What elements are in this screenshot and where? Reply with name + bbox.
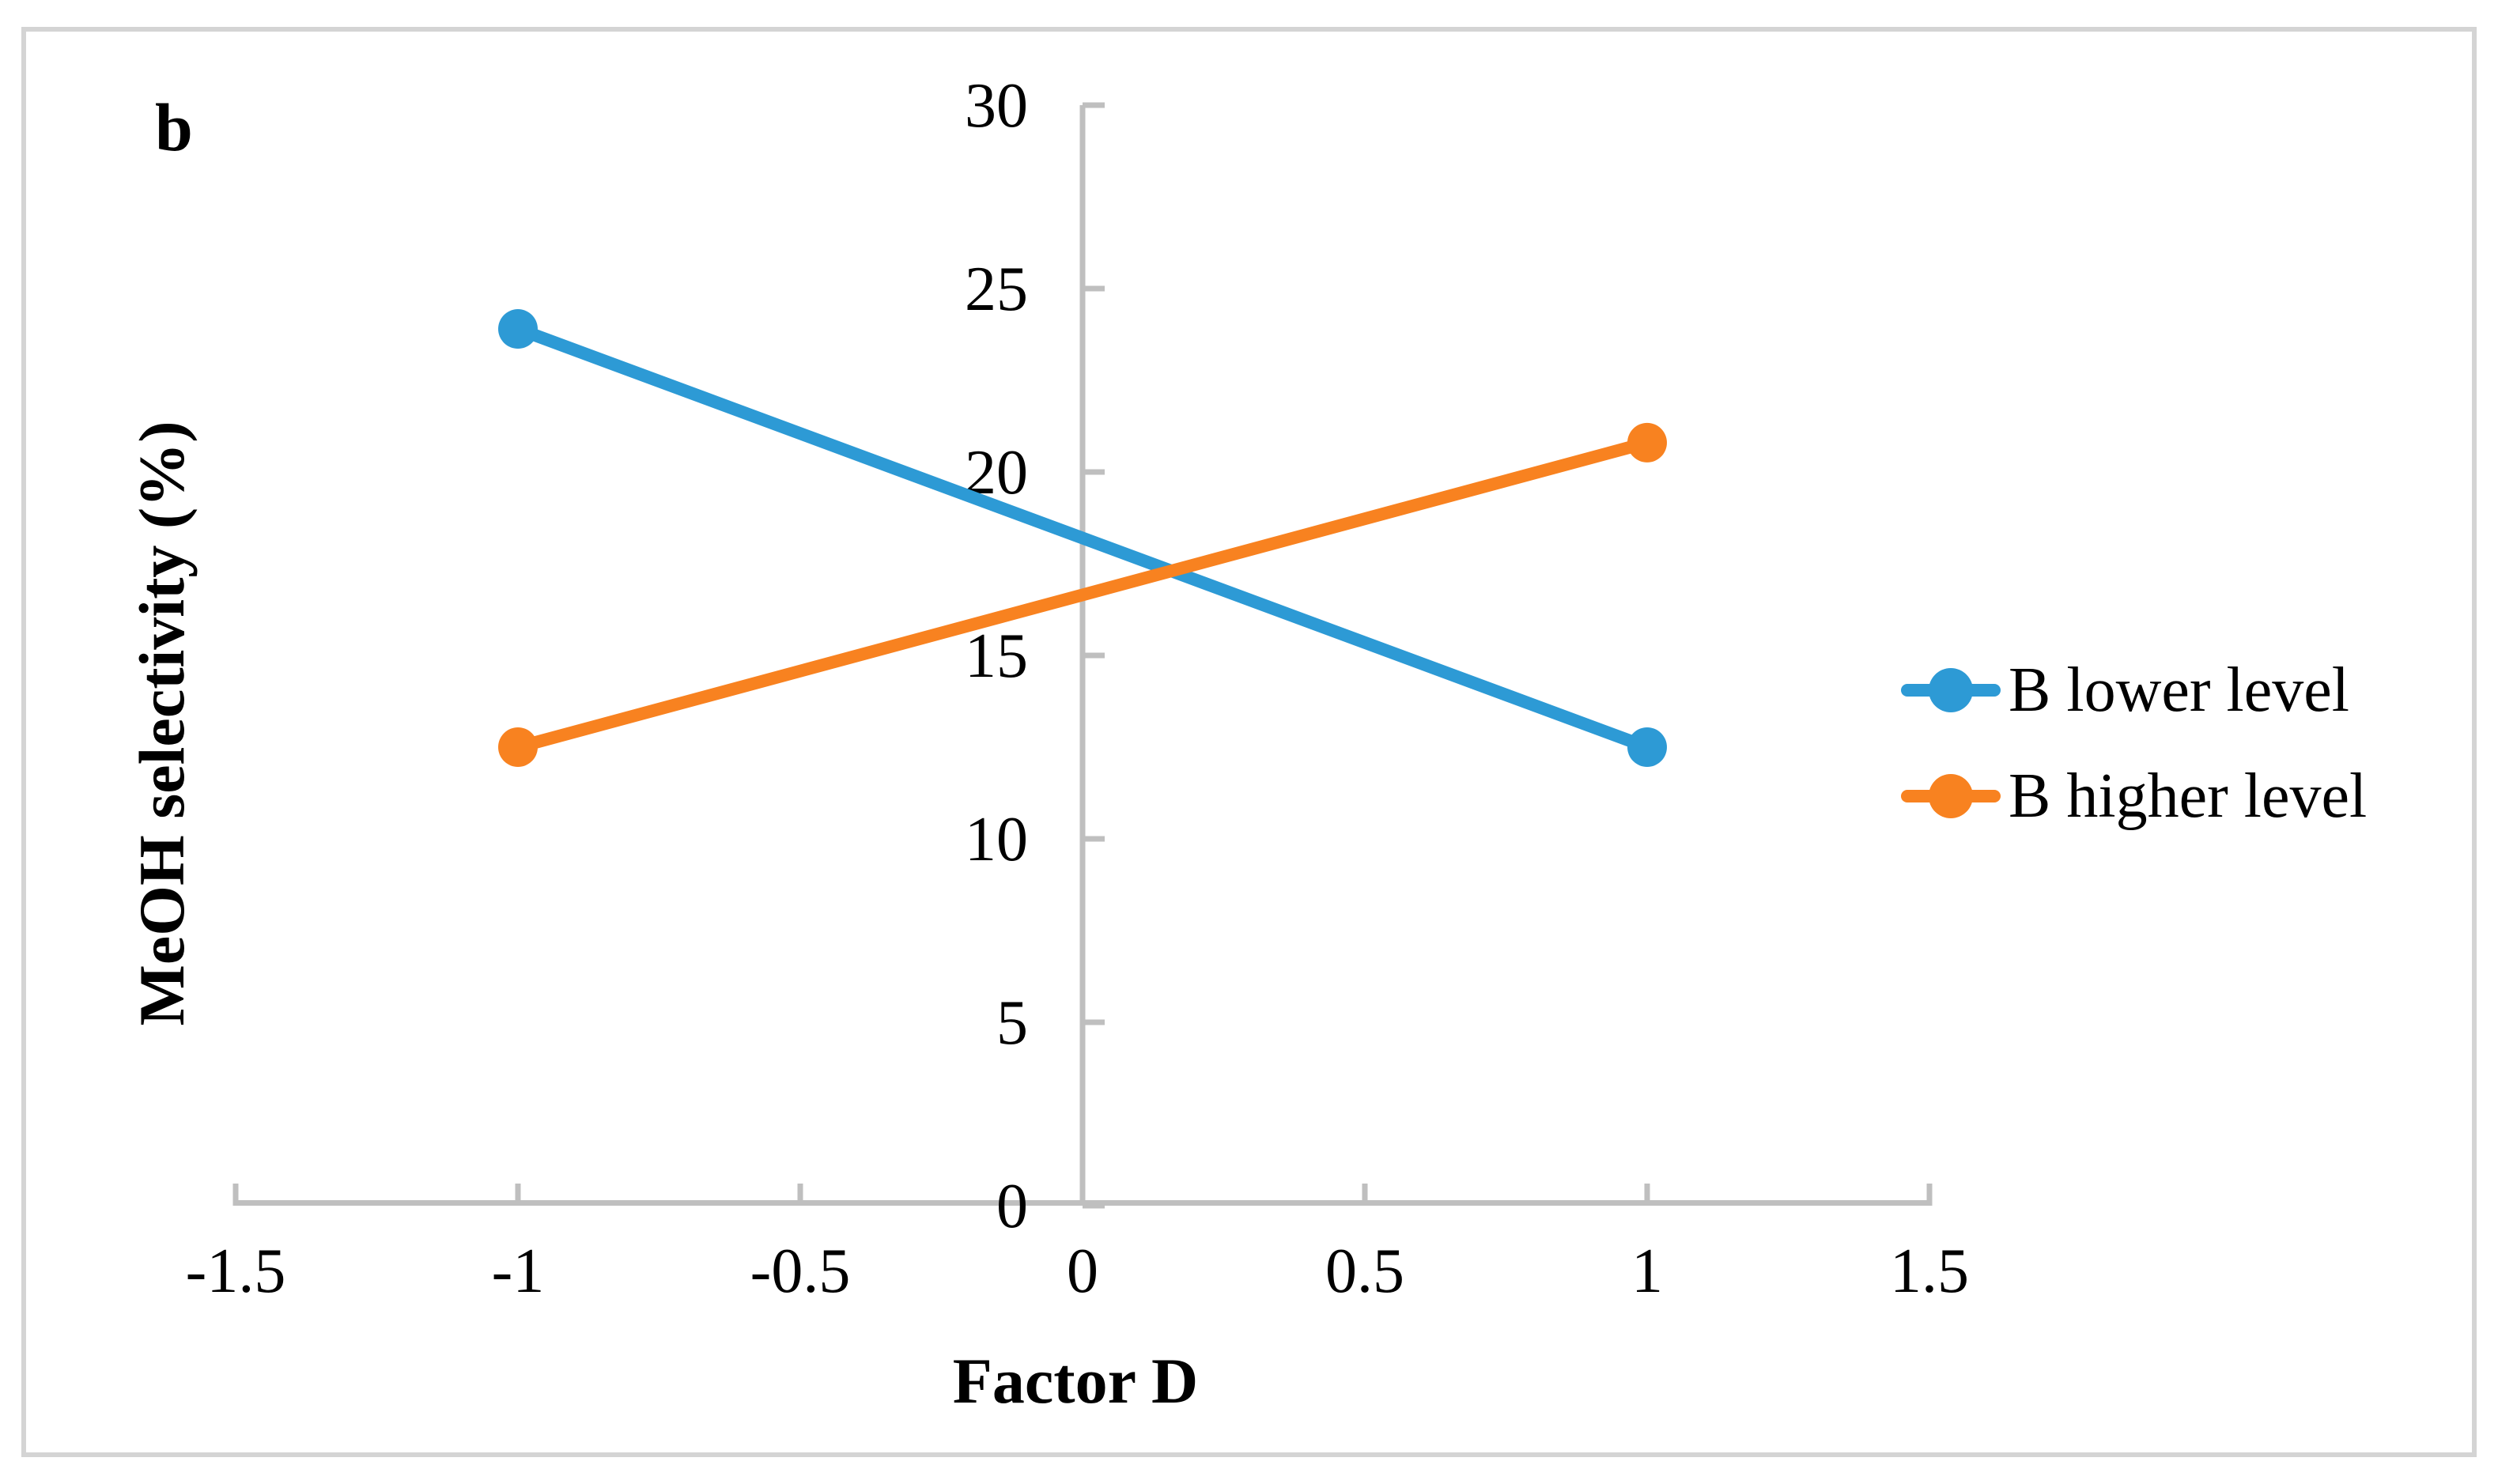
legend-swatch-orange xyxy=(1901,774,2001,818)
x-tick-label: -1.5 xyxy=(186,1237,286,1306)
x-tick-label: -1 xyxy=(492,1237,545,1306)
legend-marker-icon xyxy=(1929,668,1973,712)
y-tick-label: 15 xyxy=(965,621,1028,691)
legend-item-b-lower-level: B lower level xyxy=(1901,637,2367,743)
legend-item-b-higher-level: B higher level xyxy=(1901,743,2367,849)
panel-label: b xyxy=(155,89,193,165)
legend-marker-icon xyxy=(1929,774,1973,818)
legend-swatch-blue xyxy=(1901,668,2001,712)
x-tick-label: 0 xyxy=(1067,1237,1098,1306)
legend-label: B higher level xyxy=(2009,761,2368,831)
y-tick-label: 10 xyxy=(965,805,1028,874)
x-tick-label: 1.5 xyxy=(1890,1237,1969,1306)
y-tick-label: 30 xyxy=(965,71,1028,141)
y-tick-label: 25 xyxy=(965,255,1028,324)
x-tick-label: -0.5 xyxy=(750,1237,851,1306)
y-tick-label: 5 xyxy=(996,988,1028,1058)
data-point-marker xyxy=(1627,727,1667,767)
figure-border xyxy=(21,27,2477,1457)
data-point-marker xyxy=(1627,422,1667,463)
x-axis-title: Factor D xyxy=(952,1345,1199,1417)
x-tick-label: 0.5 xyxy=(1325,1237,1404,1306)
data-point-marker xyxy=(498,727,538,767)
legend: B lower level B higher level xyxy=(1901,637,2367,849)
x-tick-label: 1 xyxy=(1631,1237,1663,1306)
data-point-marker xyxy=(498,309,538,349)
series-line xyxy=(512,436,1653,753)
legend-label: B lower level xyxy=(2009,655,2349,725)
series-line xyxy=(512,323,1653,753)
y-tick-label: 0 xyxy=(996,1172,1028,1241)
